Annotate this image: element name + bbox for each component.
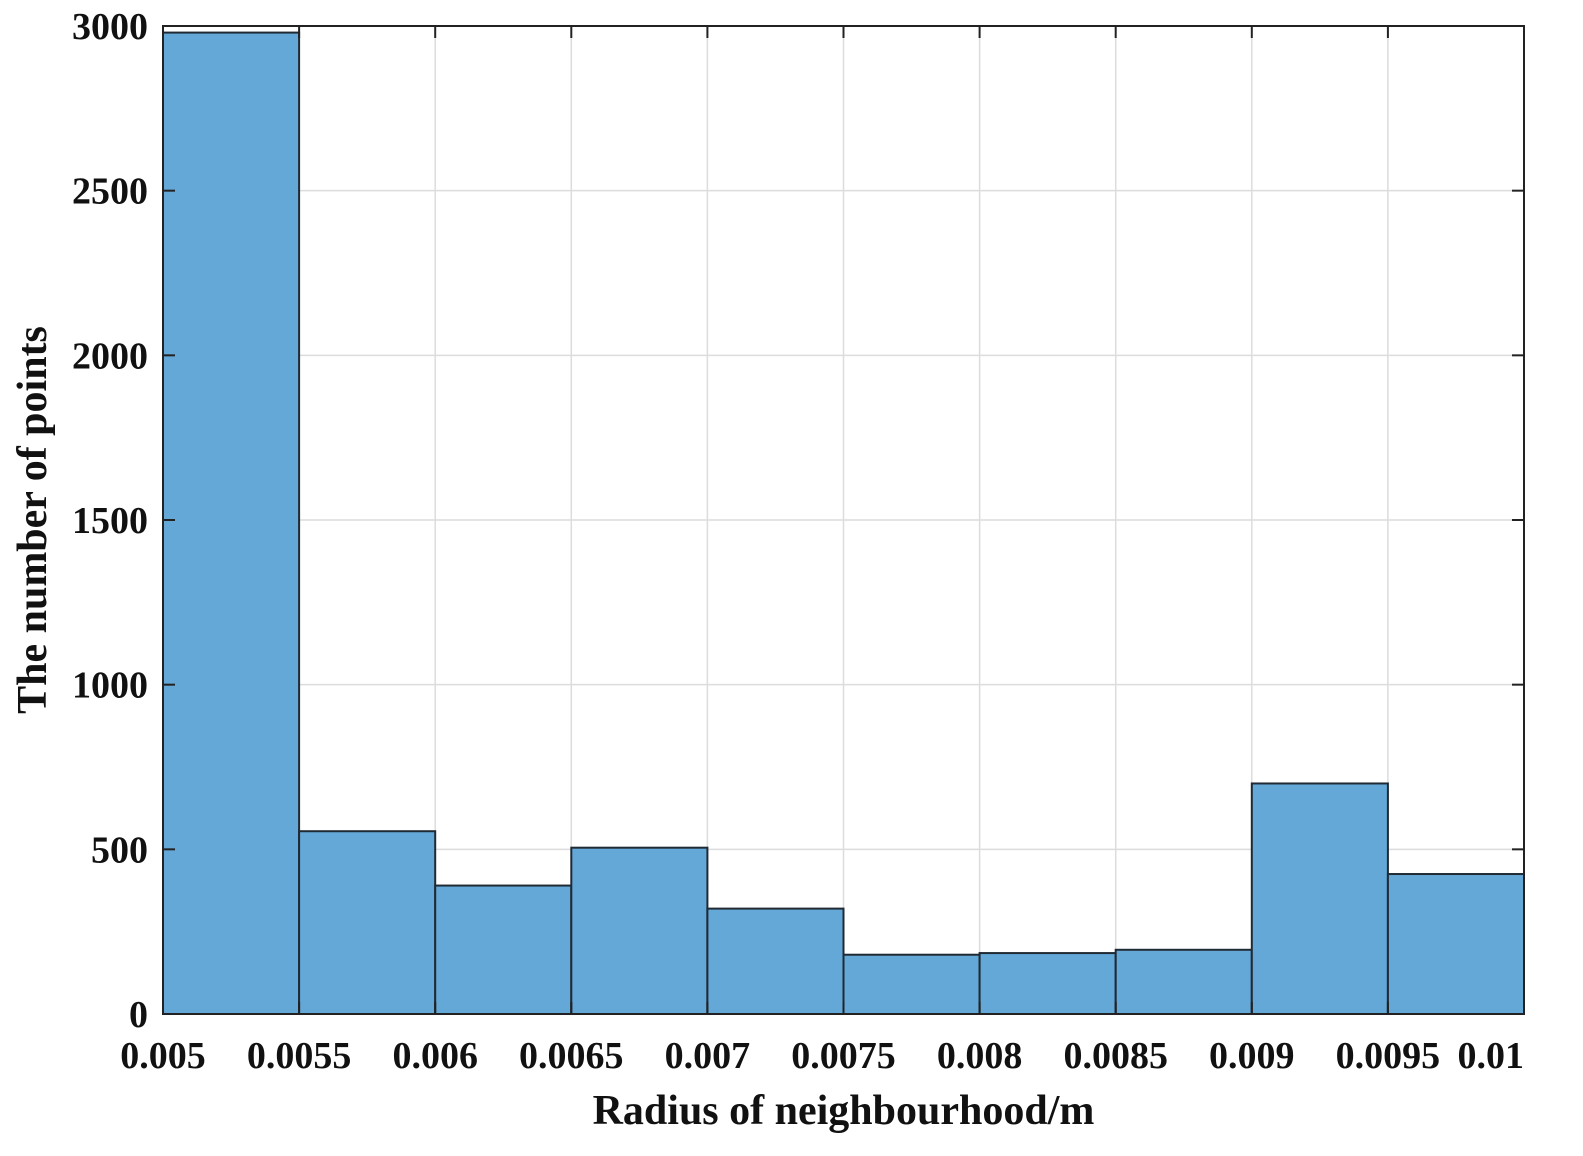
- x-tick-label: 0.0095: [1336, 1035, 1441, 1077]
- y-tick-label: 2000: [72, 335, 148, 377]
- y-tick-label: 3000: [72, 6, 148, 48]
- x-tick-label: 0.005: [120, 1035, 206, 1077]
- x-tick-label: 0.01: [1458, 1035, 1525, 1077]
- x-tick-labels: 0.005 0.0055 0.006 0.0065 0.007 0.0075 0.008 0.…: [120, 1035, 1524, 1077]
- bar-0: [162, 31, 301, 1015]
- bar-4: [706, 907, 845, 1016]
- x-tick-label: 0.006: [392, 1035, 478, 1077]
- y-tick-label: 500: [91, 829, 148, 871]
- x-tick-label: 0.009: [1209, 1035, 1295, 1077]
- y-tick-label: 0: [129, 994, 148, 1036]
- bar-8: [1250, 782, 1389, 1016]
- y-axis-title: The number of points: [10, 326, 56, 714]
- x-tick-label: 0.0085: [1063, 1035, 1168, 1077]
- x-tick-label: 0.007: [665, 1035, 751, 1077]
- x-tick-label: 0.008: [937, 1035, 1023, 1077]
- bar-5: [842, 953, 981, 1015]
- bar-2: [434, 884, 573, 1015]
- bars: [162, 31, 1526, 1016]
- bar-9: [1386, 873, 1526, 1015]
- bar-3: [570, 846, 709, 1015]
- bar-6: [978, 952, 1117, 1015]
- x-tick-label: 0.0055: [247, 1035, 352, 1077]
- y-tick-label: 1500: [72, 500, 148, 542]
- bar-1: [298, 830, 437, 1015]
- x-tick-label: 0.0075: [791, 1035, 896, 1077]
- bar-7: [1114, 948, 1253, 1016]
- y-tick-labels: 0 500 1000 1500 2000 2500 3000: [72, 6, 148, 1036]
- y-tick-label: 2500: [72, 171, 148, 213]
- y-tick-label: 1000: [72, 665, 148, 707]
- x-axis-title: Radius of neighbourhood/m: [593, 1088, 1095, 1134]
- tick-marks: [162, 25, 1525, 1015]
- x-tick-label: 0.0065: [519, 1035, 624, 1077]
